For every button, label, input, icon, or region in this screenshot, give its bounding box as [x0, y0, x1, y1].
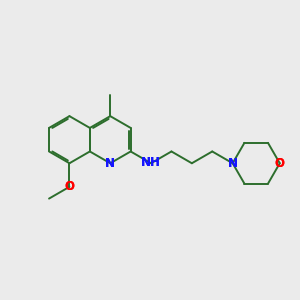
Text: O: O [64, 180, 74, 193]
Text: N: N [228, 157, 238, 170]
Text: N: N [228, 157, 238, 170]
Text: O: O [275, 157, 285, 170]
Text: NH: NH [141, 156, 161, 169]
Text: O: O [275, 157, 285, 170]
Text: N: N [105, 157, 115, 170]
Text: O: O [64, 180, 74, 193]
Text: N: N [105, 157, 115, 170]
Text: NH: NH [141, 156, 161, 169]
